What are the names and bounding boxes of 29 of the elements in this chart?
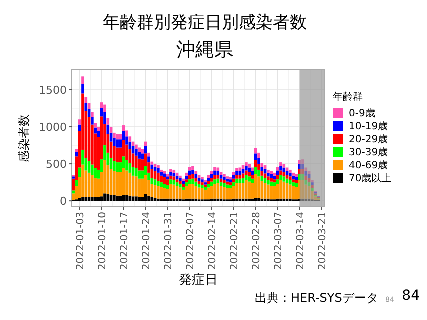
legend-label: 30-39歳: [349, 146, 388, 158]
y-tick-label: 500: [46, 158, 67, 171]
x-tick-label: 2022-01-10: [97, 212, 108, 270]
text: 84: [402, 288, 420, 304]
x-tick-label: 2022-02-07: [185, 212, 196, 270]
chart-title: 年齢群別発症日別感染者数: [103, 13, 307, 33]
legend-label: 20-29歳: [349, 134, 388, 146]
x-tick-label: 2022-03-14: [295, 212, 306, 270]
x-tick-label: 2022-02-21: [229, 212, 240, 270]
legend-title: 年齢群: [333, 91, 363, 103]
legend-label: 70歳以上: [349, 172, 392, 184]
x-tick-label: 2022-01-31: [163, 212, 174, 270]
y-tick-label: 1000: [39, 120, 67, 134]
legend-label: 40-69歳: [349, 160, 388, 172]
x-tick-label: 2022-02-14: [207, 212, 218, 270]
y-tick-label: 0: [60, 194, 67, 208]
legend-label: 10-19歳: [349, 120, 388, 132]
chart-subtitle: 沖縄県: [176, 39, 234, 61]
source-note: 出典：HER-SYSデータ: [255, 291, 378, 305]
y-tick-label: 1500: [39, 84, 67, 97]
x-axis-title: 発症日: [179, 273, 218, 288]
x-tick-label: 2022-03-07: [273, 212, 284, 270]
x-tick-label: 2022-03-21: [317, 212, 328, 270]
x-tick-label: 2022-01-24: [141, 212, 152, 270]
y-axis-title: 感染者数: [17, 114, 31, 162]
legend-label: 0-9歳: [349, 108, 376, 120]
x-tick-label: 2022-02-28: [251, 212, 262, 270]
x-tick-label: 2022-01-03: [75, 212, 86, 270]
x-tick-label: 2022-01-17: [119, 212, 130, 270]
